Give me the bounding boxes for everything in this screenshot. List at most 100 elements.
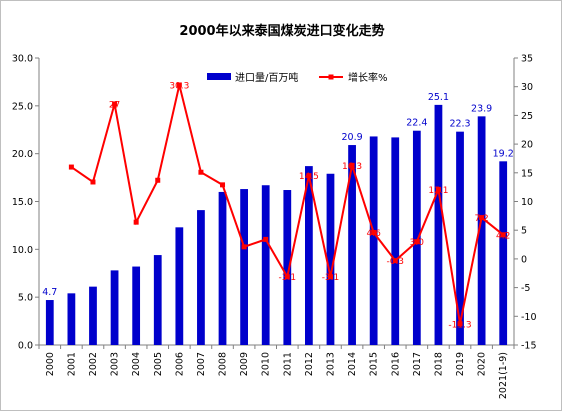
bar-data-label: 4.7	[42, 287, 57, 298]
line-point	[90, 179, 96, 185]
x-tick-label: 2016	[390, 352, 401, 376]
line-point	[327, 274, 333, 280]
bar	[175, 227, 184, 345]
x-tick-label: 2003	[110, 352, 121, 376]
bar	[456, 131, 464, 345]
bar-data-label: 25.1	[428, 92, 449, 103]
line-point	[349, 162, 355, 168]
line-data-label: -11.3	[448, 320, 471, 330]
line-data-label: -3.1	[322, 273, 340, 283]
x-tick-label: 2015	[369, 352, 380, 376]
right-tick-label: -10	[521, 312, 537, 323]
right-tick-label: 35	[521, 54, 533, 65]
right-tick-label: -5	[521, 283, 530, 294]
bar	[326, 173, 335, 345]
bar	[218, 191, 227, 345]
left-tick-label: 10.0	[12, 245, 33, 256]
line-data-label: -3.1	[279, 273, 297, 283]
left-tick-label: 20.0	[12, 149, 33, 160]
right-tick-label: -15	[521, 341, 537, 352]
right-tick-label: 30	[521, 82, 533, 93]
line-point	[414, 239, 420, 245]
right-tick-label: 5	[521, 226, 527, 237]
line-point	[284, 274, 290, 280]
bar	[240, 189, 248, 345]
left-tick-label: 25.0	[12, 101, 33, 112]
line-point	[500, 232, 506, 238]
bar	[391, 137, 400, 345]
legend: 进口量/百万吨 增长率%	[207, 71, 388, 84]
legend-bar-swatch	[207, 73, 231, 80]
line-point	[155, 177, 161, 183]
line-data-label: 4.2	[496, 231, 510, 241]
line-point	[392, 258, 398, 264]
line-data-label: 3.0	[410, 238, 425, 248]
x-tick-label: 2008	[218, 352, 229, 376]
bar	[132, 266, 141, 345]
line-point	[479, 215, 485, 221]
line-data-label: 7.2	[474, 214, 488, 224]
x-tick-label: 2017	[412, 352, 423, 376]
line-point	[435, 186, 441, 192]
right-tick-label: 20	[521, 140, 533, 151]
x-tick-label: 2009	[239, 352, 250, 376]
legend-line-label: 增长率%	[348, 71, 388, 84]
bar-data-label: 23.9	[471, 103, 492, 114]
left-tick-label: 30.0	[12, 54, 33, 65]
line-point	[220, 182, 226, 188]
x-tick-label: 2005	[153, 352, 164, 376]
x-tick-label: 2010	[261, 352, 272, 376]
legend-line-marker	[328, 74, 334, 80]
line-point	[68, 164, 74, 170]
line-data-label: 4.6	[366, 229, 381, 239]
line-point	[371, 229, 377, 235]
line-data-label: 16.3	[342, 162, 362, 172]
bar	[45, 300, 54, 345]
x-tick-label: 2013	[325, 352, 336, 376]
x-tick-label: 2002	[88, 352, 99, 376]
x-tick-label: 2019	[455, 352, 466, 376]
line-data-label: -0.3	[386, 257, 404, 267]
line-point	[457, 321, 463, 327]
line-data-label: 14.5	[299, 172, 319, 182]
bar	[197, 210, 205, 345]
bar-data-label: 20.9	[341, 132, 362, 143]
x-tick-label: 2007	[196, 352, 207, 376]
right-tick-label: 0	[521, 254, 527, 265]
right-tick-label: 25	[521, 111, 533, 122]
bar	[348, 145, 356, 345]
chart-title: 2000年以来泰国煤炭进口变化走势	[179, 23, 384, 39]
x-tick-label: 2012	[304, 352, 315, 376]
bar	[153, 255, 162, 345]
x-tick-label: 2018	[433, 352, 444, 376]
x-tick-label: 2011	[282, 352, 293, 376]
line-point	[306, 173, 312, 179]
bar	[434, 104, 443, 345]
line-data-label: 30.3	[169, 81, 189, 91]
left-tick-label: 5.0	[18, 293, 33, 304]
x-tick-label: 2021(1-9)	[498, 352, 509, 399]
bar	[477, 116, 486, 346]
left-tick-label: 0.0	[18, 341, 33, 352]
bar-data-label: 19.2	[493, 148, 514, 159]
bar	[412, 130, 421, 345]
x-tick-label: 2006	[174, 352, 185, 376]
right-tick-label: 15	[521, 168, 533, 179]
plot-layer: 0.0 5.0 10.0 15.0 20.0 25.0 30.0 -15 -10 -5 0 5 10 15…	[12, 54, 537, 400]
left-tick-label: 15.0	[12, 197, 33, 208]
line-point	[133, 219, 139, 225]
bar-data-label: 22.3	[449, 119, 470, 130]
x-tick-label: 2001	[66, 352, 77, 376]
bar	[110, 270, 119, 345]
line-point	[241, 244, 247, 250]
bar	[67, 293, 76, 345]
line-point	[263, 236, 269, 242]
line-point	[176, 82, 182, 88]
bar-data-label: 22.4	[406, 118, 427, 129]
x-tick-label: 2014	[347, 352, 358, 376]
x-tick-label: 2000	[45, 352, 56, 376]
line-data-label: 12.1	[428, 186, 448, 196]
line-data-label: 27	[109, 100, 120, 110]
right-tick-label: 10	[521, 197, 533, 208]
